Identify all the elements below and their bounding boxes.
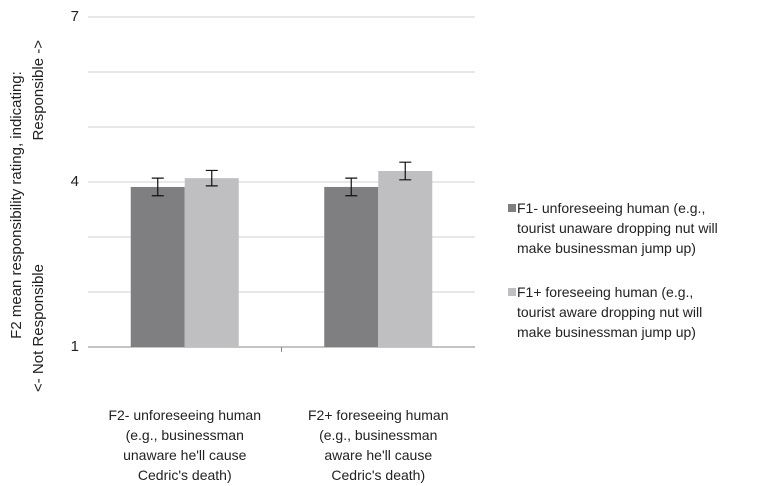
legend-label: F1- unforeseeing human (e.g., tourist un… — [517, 200, 718, 256]
annotation: Responsible -> — [30, 40, 47, 141]
bar — [324, 186, 379, 347]
y-tick-label: 7 — [71, 8, 79, 25]
legend-swatch — [508, 204, 516, 212]
bar — [130, 186, 185, 347]
bar — [378, 171, 433, 347]
error-bar — [399, 161, 412, 181]
error-bar — [205, 169, 218, 187]
legend-label: F1+ foreseeing human (e.g., tourist awar… — [517, 284, 703, 340]
bar — [184, 178, 239, 347]
x-tick-label: F2- unforeseeing human (e.g., businessma… — [108, 407, 262, 483]
annotation: <- Not Responsible — [30, 264, 47, 392]
y-axis-label: F2 mean responsibility rating, indicatin… — [8, 71, 25, 339]
error-bar — [151, 177, 164, 197]
y-tick-label: 1 — [71, 338, 79, 355]
x-tick-label: F2+ foreseeing human (e.g., businessman … — [308, 407, 449, 483]
error-bar — [345, 177, 358, 197]
y-tick-label: 4 — [71, 173, 79, 190]
legend-swatch — [508, 288, 516, 296]
